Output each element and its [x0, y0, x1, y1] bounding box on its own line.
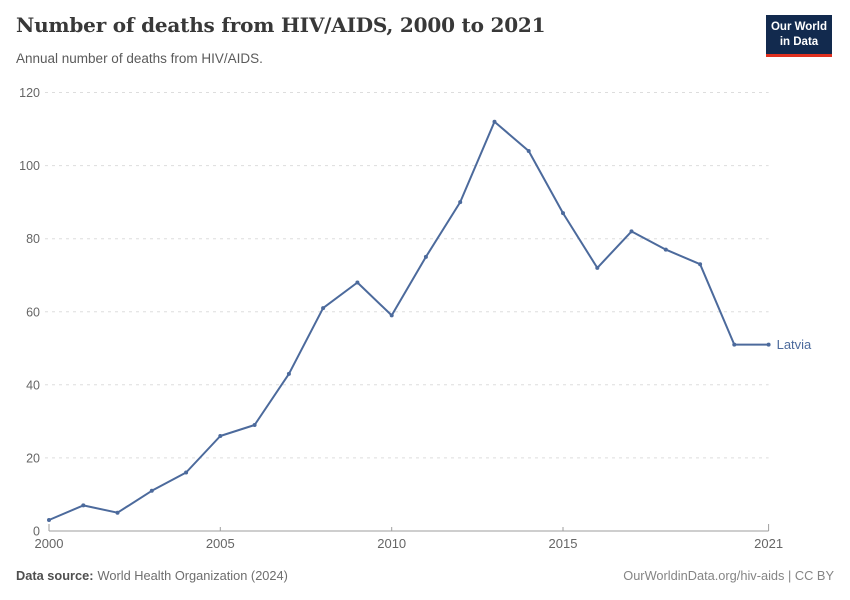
data-point[interactable] — [149, 488, 154, 493]
x-tick-label: 2015 — [549, 536, 578, 551]
y-tick-label: 120 — [19, 86, 40, 100]
chart-subtitle: Annual number of deaths from HIV/AIDS. — [16, 51, 263, 66]
data-source-label: Data source: — [16, 568, 94, 583]
y-tick-label: 100 — [19, 159, 40, 173]
data-point[interactable] — [526, 149, 531, 153]
data-point[interactable] — [321, 306, 326, 311]
data-point[interactable] — [732, 342, 737, 347]
page-title: Number of deaths from HIV/AIDS, 2000 to … — [16, 13, 546, 37]
data-point[interactable] — [698, 262, 703, 267]
owid-logo-text-line1: Our World — [770, 21, 827, 33]
x-tick-label: 2010 — [377, 536, 406, 551]
owid-logo[interactable]: Our World in Data — [766, 15, 832, 57]
x-tick-label: 2021 — [754, 536, 783, 551]
y-tick-label: 40 — [26, 378, 40, 392]
data-point[interactable] — [218, 434, 223, 438]
credit-link[interactable]: OurWorldinData.org/hiv-aids | CC BY — [623, 568, 834, 583]
x-tick-label: 2005 — [206, 536, 235, 551]
data-point[interactable] — [492, 119, 497, 124]
data-point[interactable] — [81, 503, 86, 508]
data-point[interactable] — [184, 470, 189, 475]
y-tick-label: 0 — [33, 525, 40, 539]
y-tick-label: 60 — [26, 305, 40, 319]
data-point[interactable] — [663, 247, 668, 252]
data-point[interactable] — [252, 423, 257, 427]
data-point[interactable] — [595, 265, 600, 270]
series-line-latvia[interactable] — [48, 120, 770, 521]
series-end-label: Latvia — [777, 337, 812, 352]
data-point[interactable] — [629, 229, 634, 234]
data-point[interactable] — [115, 510, 120, 515]
data-point[interactable] — [458, 200, 463, 205]
data-source-value: World Health Organization (2024) — [97, 568, 288, 583]
chart-footer: Data source: World Health Organization (2… — [16, 568, 834, 583]
y-tick-label: 20 — [26, 451, 40, 465]
data-point[interactable] — [389, 313, 394, 318]
y-tick-label: 80 — [26, 232, 40, 246]
data-source: Data source: World Health Organization (2… — [16, 568, 288, 583]
x-tick-label: 2000 — [35, 536, 64, 551]
data-point[interactable] — [423, 254, 428, 259]
data-point[interactable] — [766, 342, 771, 347]
data-point[interactable] — [561, 211, 565, 216]
data-point[interactable] — [355, 280, 360, 285]
owid-logo-text-line2: in Data — [779, 35, 819, 48]
data-point[interactable] — [47, 518, 51, 522]
data-point[interactable] — [286, 371, 291, 376]
